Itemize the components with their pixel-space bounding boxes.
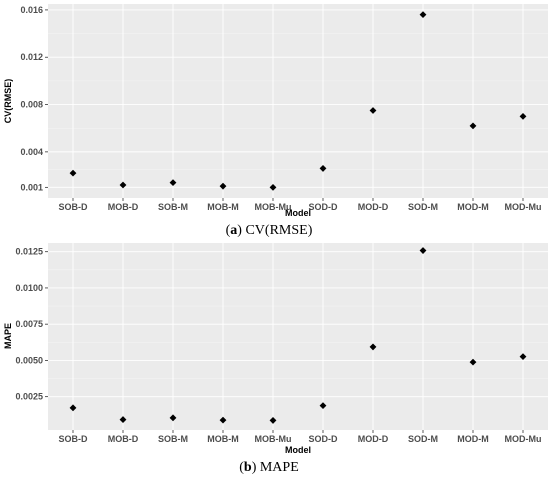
panel-a-y-axis-title: CV(RMSE)	[3, 79, 13, 124]
data-point-diamond	[469, 122, 477, 130]
y-tick-label: 0.004	[20, 147, 43, 157]
data-point-diamond	[219, 416, 227, 424]
x-tick-label: MOB-Mu	[255, 434, 292, 444]
panel-a-x-ticks: SOB-D MOB-D SOB-M MOB-M MOB-Mu SOD-D MOD-D SOD-…	[59, 198, 542, 212]
x-tick-label: SOB-D	[59, 202, 89, 212]
data-point-diamond	[169, 179, 177, 187]
y-tick-label: 0.0050	[15, 355, 43, 365]
panel-b-gridlines	[48, 243, 548, 430]
panel-b-caption: (b) MAPE	[239, 460, 299, 475]
x-tick-label: MOB-M	[207, 202, 239, 212]
panel-a-gridlines	[48, 4, 548, 198]
y-tick-label: 0.0125	[15, 247, 43, 257]
panel-b-y-ticks: 0.0025 0.0050 0.0075 0.0100 0.0125	[15, 247, 48, 402]
y-tick-label: 0.0075	[15, 319, 43, 329]
x-tick-label: MOD-M	[457, 434, 489, 444]
panel-a-x-axis-title: Model	[285, 208, 311, 218]
data-point-diamond	[169, 414, 177, 422]
x-tick-label: MOD-D	[358, 434, 389, 444]
y-tick-label: 0.016	[20, 5, 43, 15]
data-point-diamond	[469, 358, 477, 366]
panel-a-plot-area	[48, 4, 548, 198]
x-tick-label: MOB-D	[108, 202, 139, 212]
panel-b-x-ticks: SOB-D MOB-D SOB-M MOB-M MOB-Mu SOD-D MOD-D SOD-…	[59, 430, 542, 444]
panel-a-points	[69, 11, 527, 191]
panel-a-caption: (a) CV(RMSE)	[226, 223, 313, 238]
data-point-diamond	[519, 112, 527, 120]
x-tick-label: MOB-M	[207, 434, 239, 444]
data-point-diamond	[419, 247, 427, 254]
x-tick-label: MOD-Mu	[505, 434, 542, 444]
data-point-diamond	[69, 169, 77, 177]
x-tick-label: MOD-D	[358, 202, 389, 212]
x-tick-label: SOD-M	[408, 202, 438, 212]
data-point-diamond	[269, 417, 277, 424]
data-point-diamond	[419, 11, 427, 19]
panel-b-points	[69, 247, 527, 424]
x-tick-label: SOB-D	[59, 434, 89, 444]
x-tick-label: SOD-M	[408, 434, 438, 444]
data-point-diamond	[219, 182, 227, 190]
y-tick-label: 0.008	[20, 100, 43, 110]
x-tick-label: SOD-D	[309, 434, 339, 444]
panel-a-caption-text: CV(RMSE)	[245, 223, 312, 238]
panel-a-y-ticks: 0.001 0.004 0.008 0.012 0.016	[20, 5, 48, 192]
x-tick-label: SOB-M	[158, 202, 188, 212]
x-tick-label: SOB-M	[158, 434, 188, 444]
x-tick-label: MOB-Mu	[255, 202, 292, 212]
panel-b-x-axis-title: Model	[285, 445, 311, 455]
data-point-diamond	[369, 343, 377, 351]
data-point-diamond	[119, 416, 127, 423]
panel-b-plot-area	[48, 243, 548, 430]
data-point-diamond	[69, 404, 77, 412]
x-tick-label: SOD-D	[309, 202, 339, 212]
y-tick-label: 0.0025	[15, 392, 43, 402]
data-point-diamond	[369, 107, 377, 114]
x-tick-label: MOD-M	[457, 202, 489, 212]
data-point-diamond	[119, 181, 127, 189]
data-point-diamond	[319, 402, 327, 410]
data-point-diamond	[319, 165, 327, 172]
panel-b-y-axis-title: MAPE	[3, 323, 13, 349]
x-tick-label: MOB-D	[108, 434, 139, 444]
y-tick-label: 0.012	[20, 52, 43, 62]
x-tick-label: MOD-Mu	[505, 202, 542, 212]
data-point-diamond	[519, 353, 527, 361]
panel-b-mape: 0.0025 0.0050 0.0075 0.0100 0.0125 SOB-D MOB-…	[3, 243, 548, 475]
panel-b-caption-letter: b	[244, 460, 252, 475]
y-tick-label: 0.0100	[15, 283, 43, 293]
data-point-diamond	[269, 183, 277, 191]
panel-a-caption-letter: a	[230, 223, 237, 238]
panel-b-caption-text: MAPE	[260, 460, 299, 475]
y-tick-label: 0.001	[20, 182, 43, 192]
